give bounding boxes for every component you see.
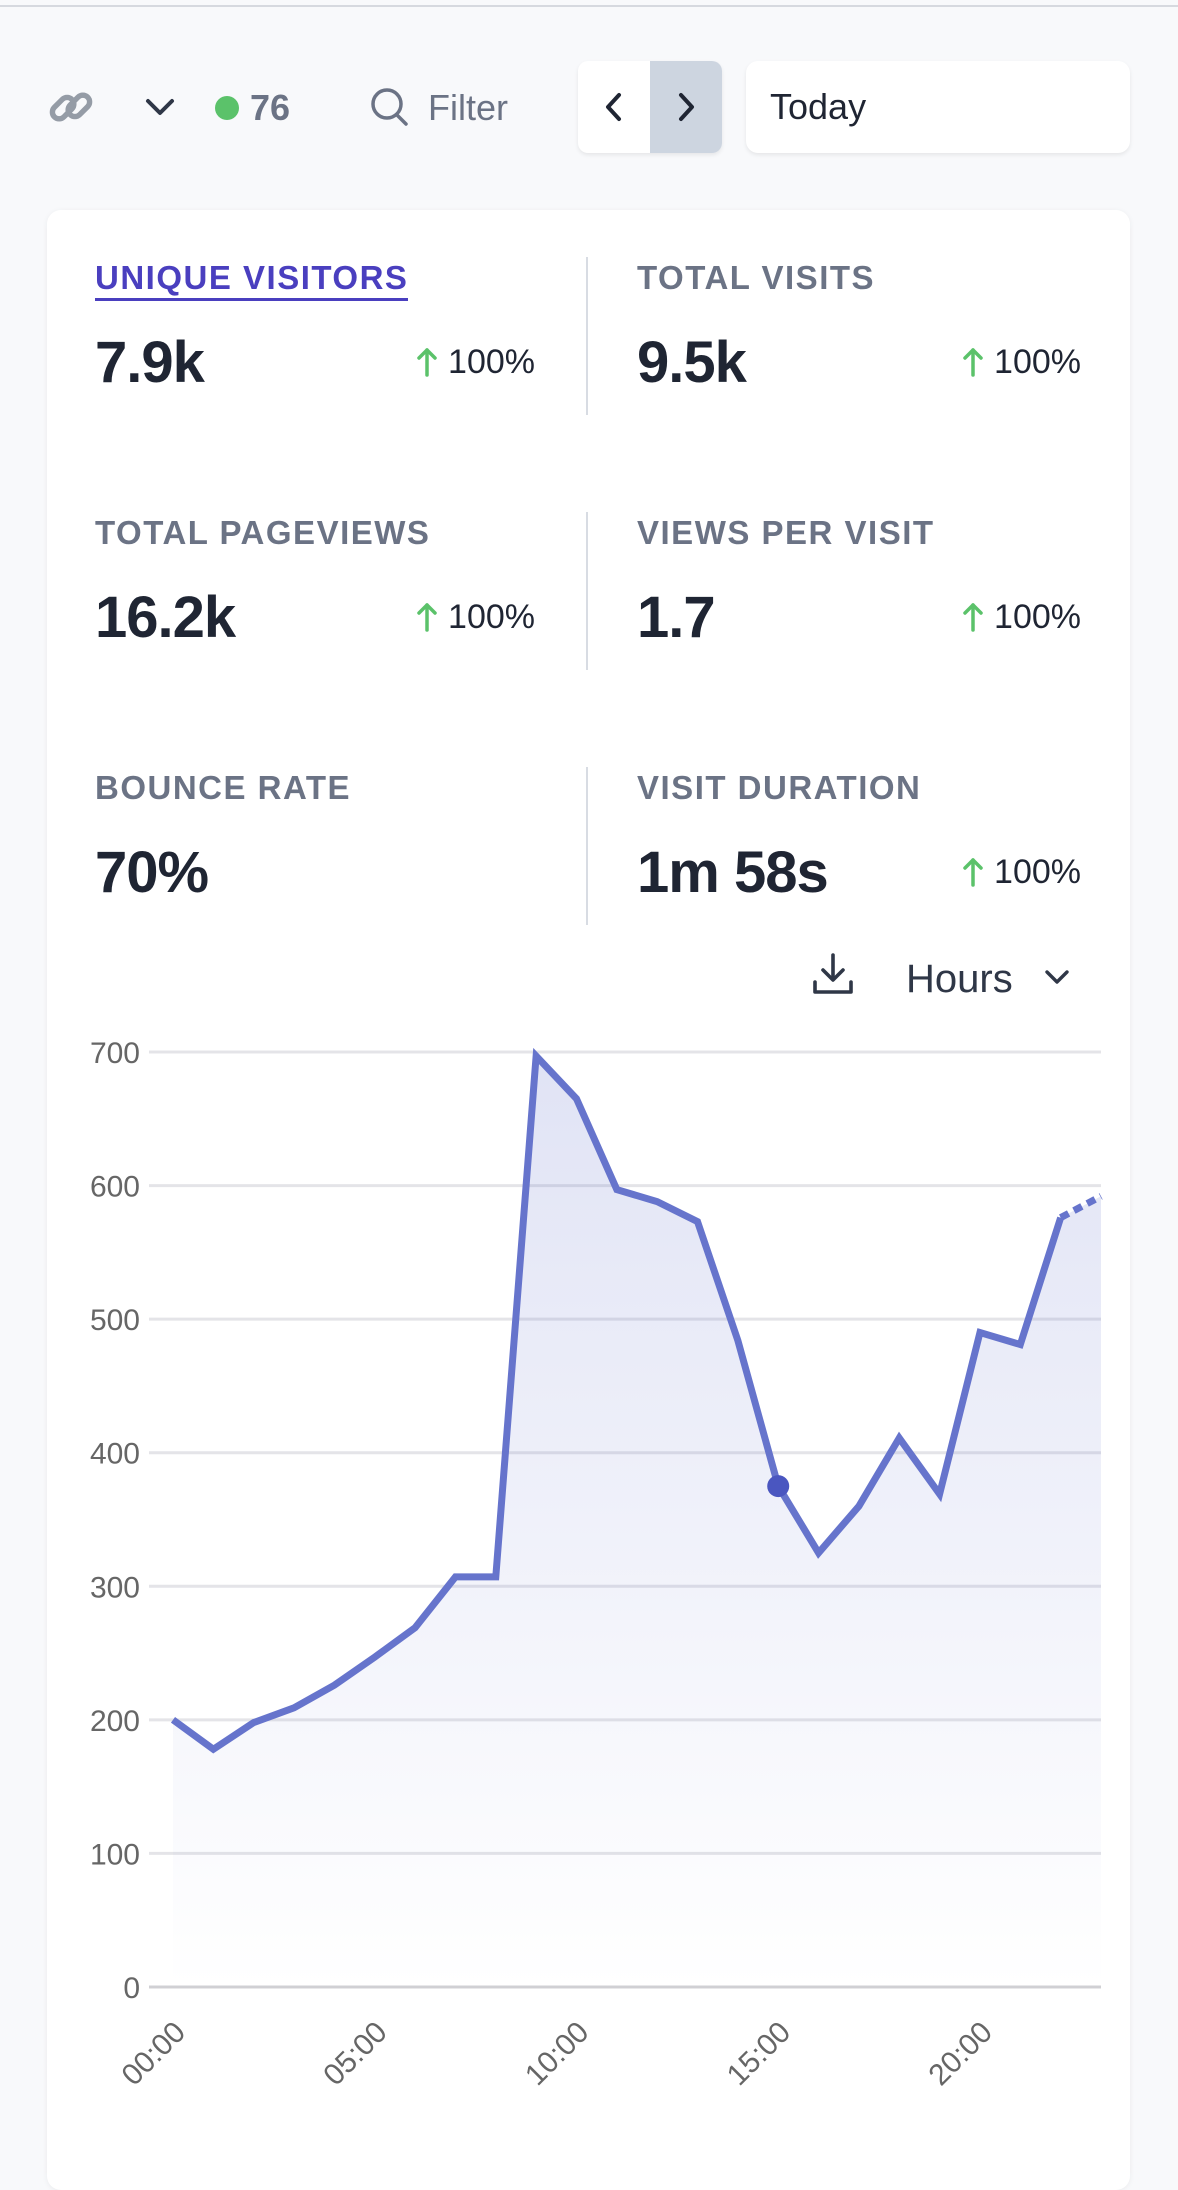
stat-value: 16.2k xyxy=(95,585,236,650)
live-visitor-count[interactable]: 76 xyxy=(250,87,291,128)
stat-change: 100% xyxy=(962,342,1081,382)
chart-point[interactable] xyxy=(570,1093,582,1105)
chart-point[interactable] xyxy=(167,1714,179,1726)
stat-views-per-visit[interactable]: VIEWS PER VISIT 1.7 100% xyxy=(637,513,1081,663)
stat-value: 70% xyxy=(95,840,209,905)
stat-value: 1.7 xyxy=(637,585,716,650)
arrow-up-icon xyxy=(963,348,983,377)
filter-button[interactable]: Filter xyxy=(428,87,508,128)
stat-change-value: 100% xyxy=(994,343,1081,381)
chart-point[interactable] xyxy=(207,1743,219,1755)
period-navigation xyxy=(578,61,722,153)
x-tick-label: 00:00 xyxy=(116,2016,192,2092)
date-range-picker[interactable]: Today xyxy=(746,61,1130,153)
arrow-up-icon xyxy=(963,603,983,632)
stat-change-value: 100% xyxy=(448,598,535,636)
chevron-left-icon xyxy=(606,93,621,121)
y-tick-label: 0 xyxy=(123,1972,140,2005)
chart-point[interactable] xyxy=(1014,1339,1026,1351)
chart-point[interactable] xyxy=(490,1571,502,1583)
chart-point[interactable] xyxy=(449,1571,461,1583)
stat-change-value: 100% xyxy=(994,598,1081,636)
stat-label: UNIQUE VISITORS xyxy=(95,258,409,301)
stat-value: 1m 58s xyxy=(637,840,829,905)
stat-change: 100% xyxy=(962,852,1081,892)
stat-total-pageviews[interactable]: TOTAL PAGEVIEWS 16.2k 100% xyxy=(95,513,535,663)
stat-label: BOUNCE RATE xyxy=(95,769,352,806)
chart-point[interactable] xyxy=(692,1216,704,1228)
stat-unique-visitors[interactable]: UNIQUE VISITORS 7.9k 100% xyxy=(95,258,535,408)
stat-bounce-rate[interactable]: BOUNCE RATE 70% xyxy=(95,768,535,918)
stat-change-value: 100% xyxy=(448,343,535,381)
y-tick-label: 300 xyxy=(90,1571,140,1604)
top-border xyxy=(0,5,1178,7)
x-tick-label: 20:00 xyxy=(922,2016,998,2092)
interval-select[interactable]: Hours xyxy=(906,957,1013,1001)
stat-change: 100% xyxy=(416,342,535,382)
chart-point[interactable] xyxy=(893,1432,905,1444)
chart-point[interactable] xyxy=(530,1050,542,1062)
stat-change: 100% xyxy=(962,597,1081,637)
chart-line xyxy=(170,1047,1064,1754)
chart-point-highlighted[interactable] xyxy=(767,1475,790,1498)
stat-label: VISIT DURATION xyxy=(637,769,922,806)
chart-area-fill xyxy=(173,1056,1101,1987)
x-tick-label: 15:00 xyxy=(721,2016,797,2092)
arrow-up-icon xyxy=(417,603,437,632)
stat-label: VIEWS PER VISIT xyxy=(637,514,935,551)
live-status-dot xyxy=(215,96,239,120)
chart-point[interactable] xyxy=(651,1196,663,1208)
x-tick-label: 10:00 xyxy=(519,2016,595,2092)
stat-label: TOTAL VISITS xyxy=(637,259,876,296)
chart-point[interactable] xyxy=(288,1702,300,1714)
stat-divider xyxy=(586,512,588,670)
chart-point[interactable] xyxy=(248,1717,260,1729)
chart-point[interactable] xyxy=(974,1327,986,1339)
stat-change: 100% xyxy=(416,597,535,637)
previous-period-button[interactable] xyxy=(578,61,650,153)
stat-value: 7.9k xyxy=(95,330,205,395)
y-tick-label: 600 xyxy=(90,1171,140,1204)
stat-total-visits[interactable]: TOTAL VISITS 9.5k 100% xyxy=(637,258,1081,408)
chart-point[interactable] xyxy=(409,1622,421,1634)
chevron-right-icon xyxy=(679,93,694,121)
chart-point[interactable] xyxy=(934,1488,946,1500)
chevron-down-icon[interactable] xyxy=(140,90,180,124)
link-icon[interactable] xyxy=(44,80,98,134)
y-tick-label: 400 xyxy=(90,1438,140,1471)
download-icon[interactable] xyxy=(810,952,856,996)
arrow-up-icon xyxy=(417,348,437,377)
stat-divider xyxy=(586,257,588,415)
chart-point[interactable] xyxy=(853,1500,865,1512)
chart-point[interactable] xyxy=(1055,1212,1067,1224)
arrow-up-icon xyxy=(963,858,983,887)
stat-change-value: 100% xyxy=(994,853,1081,891)
x-tick-label: 05:00 xyxy=(317,2016,393,2092)
date-range-label: Today xyxy=(770,86,867,127)
search-icon[interactable] xyxy=(368,85,412,129)
stat-value: 9.5k xyxy=(637,330,747,395)
chevron-down-icon[interactable] xyxy=(1042,964,1072,990)
stat-divider xyxy=(586,767,588,925)
chart-point[interactable] xyxy=(1095,1190,1107,1202)
y-tick-label: 500 xyxy=(90,1304,140,1337)
stat-visit-duration[interactable]: VISIT DURATION 1m 58s 100% xyxy=(637,768,1081,918)
chart-point[interactable] xyxy=(611,1184,623,1196)
y-tick-label: 200 xyxy=(90,1705,140,1738)
chart-point[interactable] xyxy=(328,1679,340,1691)
chart-line-incomplete xyxy=(1059,1193,1103,1221)
y-tick-label: 100 xyxy=(90,1838,140,1871)
y-tick-label: 700 xyxy=(90,1037,140,1070)
chart-point[interactable] xyxy=(732,1335,744,1347)
stat-label: TOTAL PAGEVIEWS xyxy=(95,514,431,551)
next-period-button[interactable] xyxy=(650,61,722,153)
chart-point[interactable] xyxy=(369,1651,381,1663)
chart-point[interactable] xyxy=(813,1547,825,1559)
